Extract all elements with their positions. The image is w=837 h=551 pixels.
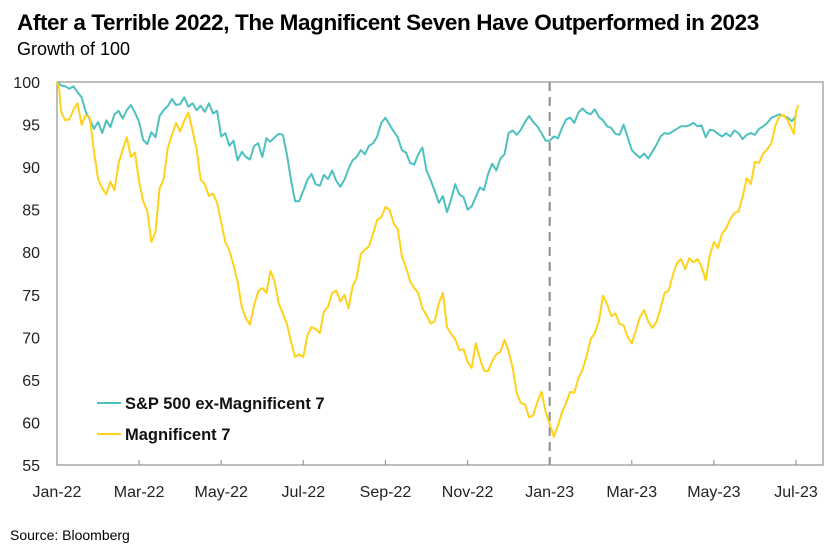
y-tick-label: 80 — [22, 245, 40, 262]
y-axis-ticks: 55 60 65 70 75 80 85 90 95 100 — [13, 75, 40, 475]
series-line-mag7 — [56, 81, 800, 438]
y-tick-label: 55 — [22, 458, 40, 475]
legend-label-sp500-ex: S&P 500 ex-Magnificent 7 — [125, 395, 325, 413]
y-tick-label: 95 — [22, 118, 40, 135]
y-tick-label: 75 — [22, 288, 40, 305]
x-tick-label: May-22 — [195, 484, 248, 501]
chart-title: After a Terrible 2022, The Magnificent S… — [17, 10, 759, 35]
x-tick-label: Mar-22 — [114, 484, 165, 501]
x-tick-label: May-23 — [687, 484, 740, 501]
legend: S&P 500 ex-Magnificent 7 Magnificent 7 — [62, 380, 346, 452]
y-tick-label: 100 — [13, 75, 40, 92]
x-tick-label: Sep-22 — [360, 484, 412, 501]
series-line-sp500-ex-mag7 — [56, 81, 797, 214]
y-tick-label: 70 — [22, 330, 40, 347]
x-tick-label: Jul-23 — [774, 484, 818, 501]
legend-box — [62, 380, 346, 452]
y-tick-label: 65 — [22, 373, 40, 390]
chart-subtitle: Growth of 100 — [17, 39, 131, 59]
plot-frame — [56, 81, 824, 466]
legend-label-mag7: Magnificent 7 — [125, 426, 230, 444]
y-tick-label: 85 — [22, 203, 40, 220]
x-tick-label: Jul-22 — [282, 484, 326, 501]
x-tick-label: Jan-22 — [33, 484, 82, 501]
x-axis-ticks: Jan-22 Mar-22 May-22 Jul-22 Sep-22 Nov-22 Jan-… — [33, 460, 818, 501]
y-tick-label: 60 — [22, 415, 40, 432]
x-tick-label: Jan-23 — [525, 484, 574, 501]
y-tick-label: 90 — [22, 160, 40, 177]
source-note: Source: Bloomberg — [10, 527, 130, 543]
x-tick-label: Mar-23 — [606, 484, 657, 501]
x-tick-label: Nov-22 — [442, 484, 494, 501]
series-lines — [56, 81, 800, 438]
